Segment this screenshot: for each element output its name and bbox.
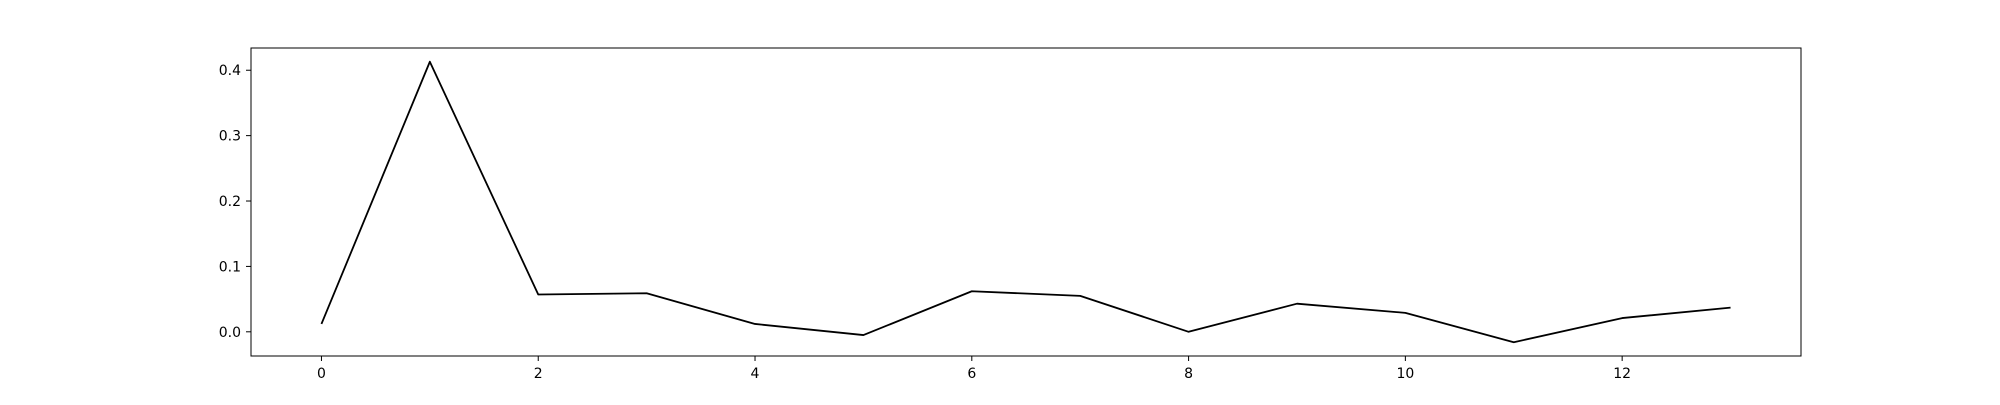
y-tick-label: 0.0 [219, 325, 241, 341]
y-tick-label: 0.4 [219, 63, 241, 79]
y-tick-label: 0.2 [219, 194, 241, 210]
series-line [320, 60, 1731, 344]
x-tick-label: 8 [1184, 366, 1193, 382]
series-layer [320, 60, 1731, 344]
x-tick-label: 0 [317, 366, 326, 382]
x-tick-label: 4 [751, 366, 760, 382]
x-tick-label: 10 [1396, 366, 1414, 382]
x-tick-label: 12 [1613, 366, 1631, 382]
y-axis: 0.0 0.1 0.2 0.3 0.4 [219, 63, 251, 341]
y-tick-label: 0.3 [219, 129, 241, 145]
y-tick-label: 0.1 [219, 259, 241, 275]
x-tick-label: 6 [967, 366, 976, 382]
x-tick-label: 2 [534, 366, 543, 382]
plot-frame [250, 47, 1802, 357]
x-axis: 0 2 4 6 8 10 12 [317, 356, 1631, 382]
